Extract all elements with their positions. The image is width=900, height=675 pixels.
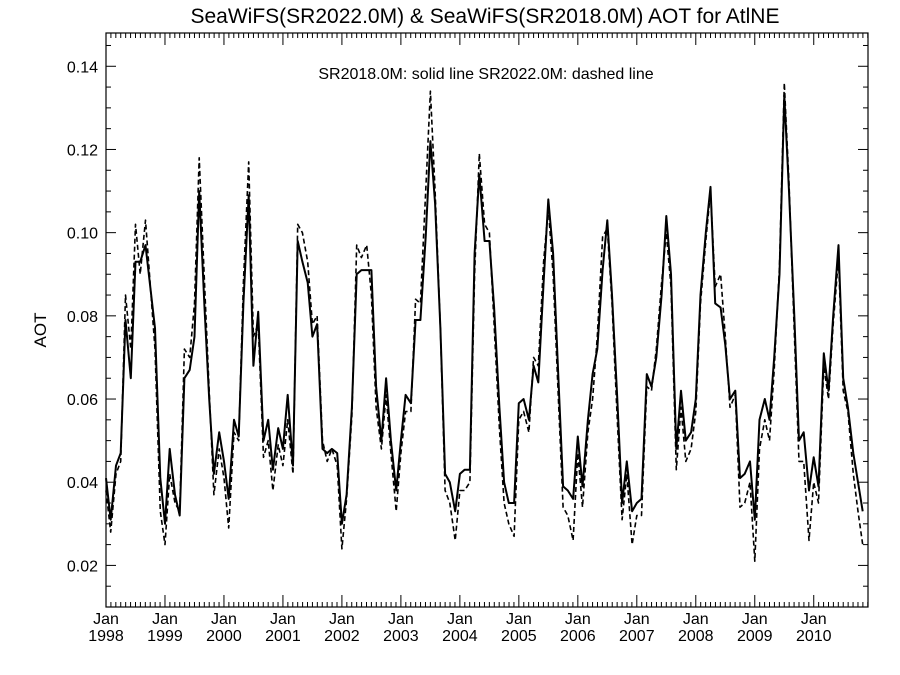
x-tick-label-year: 2000 xyxy=(206,628,242,645)
y-tick-label: 0.14 xyxy=(67,59,98,76)
series-layer xyxy=(105,82,864,562)
x-axis-ticks: Jan1998Jan1999Jan2000Jan2001Jan2002Jan20… xyxy=(88,33,869,645)
y-tick-label: 0.12 xyxy=(67,142,98,159)
series-line-sr2018-0m xyxy=(105,94,864,525)
y-tick-label: 0.08 xyxy=(67,309,98,326)
x-tick-label-month: Jan xyxy=(93,611,119,628)
x-tick-label-year: 2006 xyxy=(560,628,596,645)
x-tick-label-year: 2005 xyxy=(501,628,537,645)
x-tick-label-year: 1998 xyxy=(88,628,124,645)
x-tick-label-month: Jan xyxy=(152,611,178,628)
x-tick-label-month: Jan xyxy=(683,611,709,628)
y-tick-label: 0.10 xyxy=(67,226,98,243)
chart-title: SeaWiFS(SR2022.0M) & SeaWiFS(SR2018.0M) … xyxy=(191,5,780,28)
x-tick-label-month: Jan xyxy=(211,611,237,628)
series-line-sr2022-0m xyxy=(105,82,864,562)
x-tick-label-year: 2009 xyxy=(737,628,773,645)
x-tick-label-month: Jan xyxy=(329,611,355,628)
x-tick-label-month: Jan xyxy=(270,611,296,628)
x-tick-label-year: 2002 xyxy=(324,628,360,645)
x-tick-label-month: Jan xyxy=(742,611,768,628)
y-axis-ticks: 0.02 0.04 0.06 0.08 0.10 0.12 0.14 xyxy=(67,44,868,587)
x-tick-label-month: Jan xyxy=(801,611,827,628)
x-tick-label-year: 2008 xyxy=(678,628,714,645)
x-tick-label-year: 2007 xyxy=(619,628,655,645)
y-tick-label: 0.04 xyxy=(67,475,98,492)
y-tick-label: 0.06 xyxy=(67,392,98,409)
x-tick-label-month: Jan xyxy=(565,611,591,628)
x-tick-label-year: 1999 xyxy=(147,628,183,645)
x-tick-label-year: 2003 xyxy=(383,628,419,645)
series-style-annotation: SR2018.0M: solid line SR2022.0M: dashed … xyxy=(318,66,653,83)
x-tick-label-month: Jan xyxy=(388,611,414,628)
y-tick-label: 0.02 xyxy=(67,558,98,575)
plot-frame xyxy=(105,32,869,608)
y-axis-label: AOT xyxy=(31,313,50,348)
x-tick-label-year: 2004 xyxy=(442,628,478,645)
x-tick-label-month: Jan xyxy=(624,611,650,628)
x-tick-label-month: Jan xyxy=(447,611,473,628)
x-tick-label-year: 2001 xyxy=(265,628,301,645)
x-tick-label-month: Jan xyxy=(506,611,532,628)
x-tick-label-year: 2010 xyxy=(796,628,832,645)
